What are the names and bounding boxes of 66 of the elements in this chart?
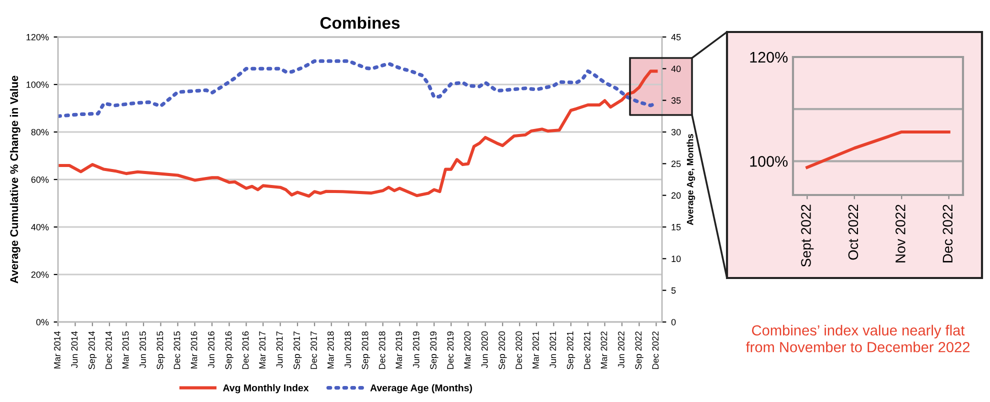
- x-tick-label: Dec 2019: [447, 331, 454, 369]
- x-tick-label: Sept 2022: [801, 204, 814, 267]
- x-tick-label: Sep 2020: [498, 331, 507, 370]
- y2-tick-label: 40: [671, 66, 681, 72]
- x-tick-label: Mar 2017: [259, 331, 266, 368]
- y2-axis-title: Average Age, Months: [686, 134, 696, 226]
- x-tick-label: Dec 2020: [516, 331, 522, 369]
- y2-tick-label: 10: [672, 256, 681, 262]
- x-tick-label: Sep 2014: [88, 331, 97, 370]
- x-tick-label: Mar 2018: [327, 331, 334, 368]
- y2-tick-label: 45: [671, 34, 681, 40]
- y-axis-title: Average Cumulative % Change in Value: [10, 76, 20, 284]
- x-tick-label: Dec 2017: [310, 331, 317, 369]
- line-series: [58, 70, 658, 198]
- x-tick-label: Mar 2019: [396, 331, 402, 368]
- y-tick-label: 100%: [750, 156, 788, 167]
- x-tick-label: Sep 2021: [566, 331, 576, 370]
- x-tick-label: Jun 2015: [140, 331, 146, 368]
- x-tick-label: Mar 2014: [54, 331, 60, 368]
- x-tick-label: Sep 2016: [225, 331, 234, 370]
- y2-tick-label: 15: [672, 224, 681, 230]
- x-tick-label: Sep 2017: [294, 331, 302, 370]
- y-tick-label: 20%: [31, 271, 49, 278]
- y-tick-label: 80%: [31, 128, 49, 136]
- x-tick-label: Jun 2019: [412, 331, 420, 368]
- y-tick-label: 60%: [31, 176, 49, 183]
- y2-tick-label: 20: [671, 192, 681, 199]
- x-tick-label: Sep 2018: [362, 331, 370, 370]
- y-tick-label: 120%: [26, 34, 49, 40]
- y2-tick-label: 30: [671, 128, 681, 136]
- y-tick-label: 120%: [750, 52, 788, 63]
- legend-label: Average Age (Months): [370, 384, 472, 394]
- x-tick-label: Sep 2015: [156, 331, 165, 370]
- y-tick-label: 0%: [36, 318, 49, 326]
- x-tick-label: Jun 2016: [208, 331, 214, 368]
- x-tick-label: Dec 2022: [652, 331, 659, 369]
- x-tick-label: Sep 2019: [430, 331, 438, 370]
- x-tick-label: Mar 2022: [600, 331, 608, 368]
- x-tick-label: Jun 2022: [618, 331, 624, 368]
- x-tick-label: Sep 2022: [635, 331, 644, 370]
- x-tick-label: Jun 2014: [71, 331, 78, 368]
- y-tick-label: 40%: [31, 224, 49, 230]
- x-tick-label: Jun 2017: [276, 331, 283, 368]
- x-tick-label: Mar 2015: [122, 331, 129, 368]
- y2-tick-label: 35: [671, 97, 681, 104]
- x-tick-label: Dec 2015: [174, 331, 180, 369]
- x-tick-label: Jun 2021: [550, 331, 556, 368]
- x-tick-label: Dec 2018: [378, 331, 386, 369]
- x-tick-label: Mar 2016: [190, 331, 198, 368]
- x-tick-label: Dec 2022: [942, 204, 953, 262]
- x-tick-label: Oct 2022: [848, 204, 858, 260]
- x-tick-label: Nov 2022: [896, 204, 906, 262]
- y-tick-label: 100%: [26, 81, 49, 88]
- x-tick-label: Jun 2020: [481, 331, 488, 368]
- y2-tick-label: 25: [671, 160, 681, 168]
- x-tick-label: Dec 2016: [242, 331, 249, 369]
- x-tick-label: Dec 2021: [584, 331, 590, 369]
- legend-label: Avg Monthly Index: [222, 384, 309, 394]
- x-tick-label: Mar 2020: [464, 331, 471, 368]
- text: Combines’ index value nearly flat from November to December 2022: [746, 324, 970, 352]
- chart-title: Combines: [320, 16, 400, 29]
- x-tick-label: Mar 2021: [532, 331, 539, 368]
- x-tick-label: Jun 2018: [344, 331, 352, 368]
- x-tick-label: Dec 2014: [105, 331, 112, 369]
- y2-tick-label: 5: [671, 287, 676, 294]
- y2-tick-label: 0: [671, 318, 676, 326]
